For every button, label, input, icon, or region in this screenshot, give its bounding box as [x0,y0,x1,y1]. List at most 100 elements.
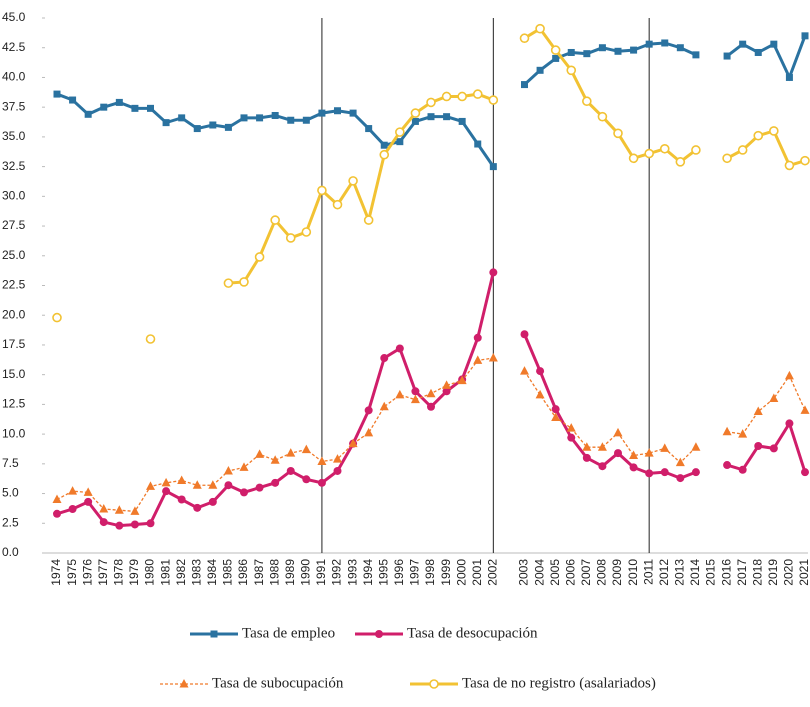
marker [785,73,793,81]
marker [410,394,420,404]
marker [582,442,592,451]
x-tick-label: 1997 [408,559,422,586]
x-tick-label: 1990 [299,559,313,586]
x-tick-label: 1977 [96,559,110,586]
x-tick-label: 1992 [330,559,344,586]
marker [333,466,342,475]
marker [255,449,265,458]
x-tick-label: 1976 [80,559,94,586]
marker [270,455,280,464]
x-tick-label: 1999 [439,559,453,586]
marker [52,494,62,503]
marker [754,48,762,56]
marker [380,141,388,149]
marker [488,95,499,105]
marker [208,480,218,489]
legend-item: Tasa de desocupación [355,625,538,641]
x-tick-label: 1979 [127,559,141,586]
marker [661,39,669,47]
marker [691,145,701,155]
marker [53,90,61,98]
marker [630,46,638,54]
marker [364,427,374,437]
marker [441,91,452,102]
x-tick-label: 1996 [392,559,406,586]
x-tick-label: 1998 [423,559,437,586]
marker [411,117,419,125]
marker [458,117,466,125]
marker [675,457,685,467]
x-tick-label: 1989 [283,559,297,586]
y-tick-label: 7.5 [2,456,19,470]
marker [427,113,435,121]
marker [784,370,794,380]
marker [411,387,420,396]
marker [427,402,435,411]
x-tick-label: 1975 [65,559,79,586]
marker [613,128,623,139]
marker [349,109,357,117]
marker [800,155,810,166]
marker [442,387,451,396]
legend-label: Tasa de subocupación [212,675,344,691]
marker [520,366,529,375]
marker [286,448,296,457]
y-tick-label: 30.0 [2,189,26,203]
marker [271,111,279,119]
marker [598,462,607,471]
marker [551,405,560,414]
marker [162,487,171,496]
marker [520,330,529,339]
x-tick-label: 1978 [112,559,126,586]
marker [271,478,280,487]
marker [131,104,139,112]
marker [179,679,189,688]
marker [223,278,234,288]
marker [614,449,622,458]
marker [395,389,405,399]
marker [426,388,436,398]
y-tick-label: 40.0 [2,70,26,84]
x-tick-label: 2004 [532,559,546,586]
series-line [228,26,806,285]
marker [114,505,124,514]
marker [535,389,545,399]
marker [379,401,389,411]
x-tick-label: 2006 [563,559,577,586]
marker [628,153,639,164]
marker [597,111,608,122]
marker [519,33,530,44]
marker [739,40,747,48]
series-line [56,272,807,528]
marker [395,344,404,353]
y-tick-label: 0.0 [2,545,19,559]
marker [317,185,327,196]
marker [240,114,248,122]
marker [457,91,467,102]
marker [629,463,638,472]
marker [348,438,358,448]
marker [255,483,264,492]
marker [210,630,218,638]
marker [239,462,249,471]
y-tick-label: 45.0 [2,10,26,24]
marker [521,81,528,89]
marker [629,450,639,460]
marker [193,125,201,133]
marker [645,40,653,48]
y-tick-label: 10.0 [2,426,26,440]
marker [753,130,764,141]
marker [410,108,421,118]
marker [68,486,78,495]
y-tick-label: 37.5 [2,99,26,113]
marker [333,454,342,463]
marker [334,107,341,115]
marker [84,110,92,118]
x-tick-label: 2017 [735,559,749,586]
marker [675,157,686,167]
marker [52,312,62,323]
marker [69,96,77,104]
marker [426,97,436,108]
marker [83,487,93,496]
marker [363,215,374,225]
